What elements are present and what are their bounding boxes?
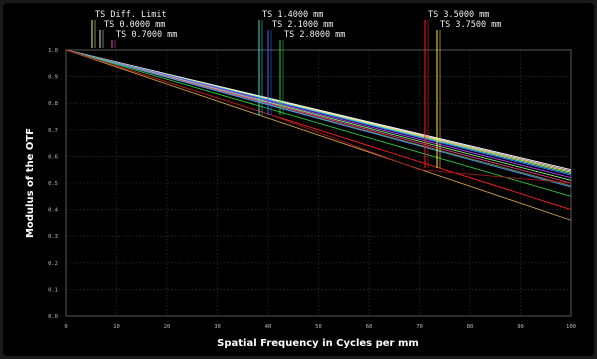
y-tick-label: 0.8 [48,101,58,107]
x-tick-label: 10 [113,324,120,330]
x-tick-label: 30 [214,324,221,330]
y-tick-label: 1.0 [48,48,58,54]
grid [65,49,572,317]
series-line-9 [65,49,572,188]
series-line-12 [65,49,572,221]
legend-entry-1: TS 0.0000 mm [104,20,165,30]
x-tick-label: 90 [517,324,524,330]
legend-entry-0: TS Diff. Limit [95,10,167,20]
series-line-10 [65,49,572,197]
y-tick-label: 0.7 [48,128,58,134]
x-tick-label: 100 [566,324,576,330]
legend-entry-6: TS 3.5000 mm [428,10,489,20]
y-tick-label: 0.9 [48,75,58,81]
y-tick-label: 0.3 [48,234,58,240]
y-tick-label: 0.2 [48,261,58,267]
legend-entry-7: TS 3.7500 mm [440,20,501,30]
y-tick-labels: 0.0 0.1 0.2 0.3 0.4 0.5 0.6 0.7 0.8 0.9 1.0 [48,48,59,320]
x-tick-label: 70 [416,324,423,330]
legend-entry-2: TS 0.7000 mm [116,30,177,40]
x-axis-label: Spatial Frequency in Cycles per mm [217,338,419,349]
series-lines [65,49,572,221]
y-axis-label: Modulus of the OTF [25,128,36,238]
legend-entry-3: TS 1.4000 mm [262,10,323,20]
x-tick-label: 80 [467,324,474,330]
y-tick-label: 0.6 [48,154,58,160]
x-tick-labels: 0 10 20 30 40 50 60 70 80 90 100 [64,324,576,330]
x-tick-label: 60 [366,324,373,330]
x-tick-label: 0 [64,324,67,330]
legend-entry-4: TS 2.1000 mm [272,20,333,30]
x-tick-label: 40 [265,324,272,330]
x-tick-label: 20 [164,324,171,330]
legend-entry-5: TS 2.8000 mm [284,30,345,40]
x-tick-label: 50 [315,324,322,330]
series-line-13 [65,49,572,184]
y-tick-label: 0.0 [48,314,58,320]
y-tick-label: 0.4 [48,208,59,214]
y-tick-label: 0.1 [48,287,58,293]
y-tick-label: 0.5 [48,181,58,187]
